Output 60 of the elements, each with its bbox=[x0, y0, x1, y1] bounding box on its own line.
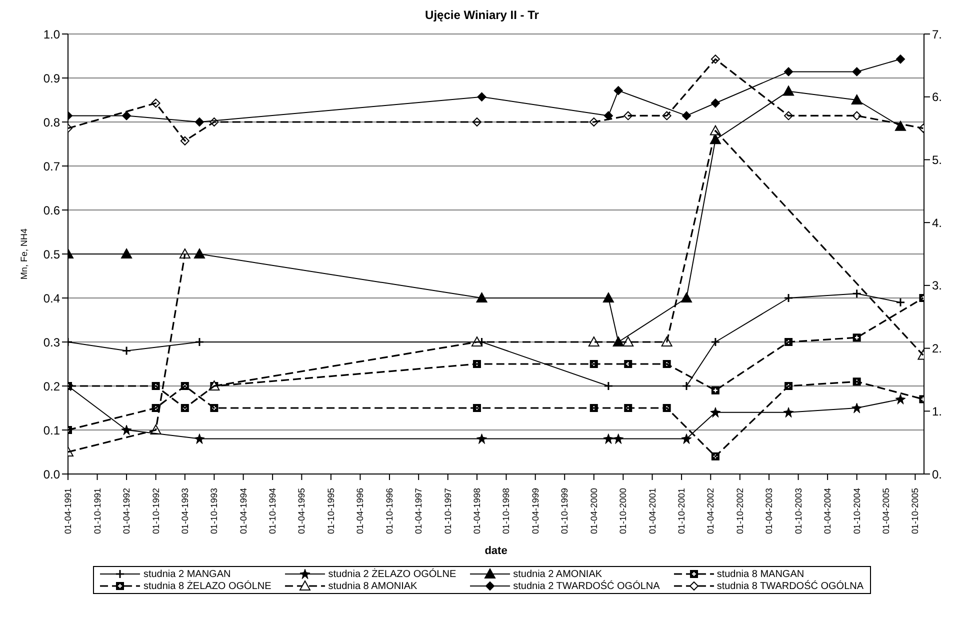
legend-label: studnia 2 AMONIAK bbox=[513, 568, 602, 580]
y-tick-label: 0.8 bbox=[43, 115, 60, 130]
y2-tick-label: 4. bbox=[932, 216, 942, 230]
x-tick-label: 01-04-1992 bbox=[122, 488, 132, 534]
x-tick-label: 01-10-1996 bbox=[384, 488, 394, 534]
y2-tick-label: 1. bbox=[932, 404, 942, 418]
y2-tick-label: 7. bbox=[932, 27, 942, 42]
x-tick-label: 01-04-2004 bbox=[822, 488, 833, 534]
x-tick-label: 01-10-2000 bbox=[618, 488, 628, 534]
x-tick-label: 01-10-1998 bbox=[501, 488, 512, 534]
legend-label: studnia 2 ŻELAZO OGÓLNE bbox=[328, 568, 456, 580]
x-tick-label: 01-10-2001 bbox=[676, 488, 687, 534]
x-tick-label: 01-04-1994 bbox=[238, 488, 248, 534]
legend-label: studnia 2 TWARDOŚĆ OGÓLNA bbox=[513, 580, 660, 592]
x-tick-label: 01-10-1991 bbox=[92, 488, 102, 534]
legend-label: studnia 8 AMONIAK bbox=[328, 580, 418, 592]
x-tick-label: 01-10-1999 bbox=[560, 488, 570, 534]
legend-label: studnia 8 TWARDOŚĆ OGÓLNA bbox=[716, 580, 864, 592]
y2-tick-label: 5. bbox=[932, 152, 942, 167]
x-tick-label: 01-04-2003 bbox=[764, 488, 774, 534]
y2-tick-label: 6. bbox=[932, 90, 942, 104]
x-axis-title: date bbox=[484, 545, 508, 557]
x-tick-label: 01-10-2004 bbox=[852, 488, 862, 534]
y-tick-label: 1.0 bbox=[43, 27, 60, 42]
x-tick-label: 01-04-2002 bbox=[706, 488, 716, 534]
x-tick-label: 01-04-1996 bbox=[355, 488, 366, 534]
x-tick-label: 01-04-2000 bbox=[588, 488, 599, 534]
x-tick-label: 01-10-1995 bbox=[326, 488, 336, 534]
x-tick-label: 01-10-1992 bbox=[150, 488, 161, 534]
y-tick-label: 0.2 bbox=[43, 379, 60, 394]
y-tick-label: 0.6 bbox=[43, 203, 60, 218]
x-tick-label: 01-04-1998 bbox=[472, 488, 482, 534]
x-tick-label: 01-04-2005 bbox=[880, 488, 891, 534]
y-tick-label: 0.4 bbox=[43, 291, 60, 306]
y2-tick-label: 0. bbox=[932, 467, 942, 482]
y-tick-label: 0.1 bbox=[43, 423, 60, 438]
x-tick-label: 01-04-1995 bbox=[296, 488, 307, 534]
x-tick-label: 01-10-1994 bbox=[268, 488, 278, 534]
y2-tick-label: 2. bbox=[932, 342, 942, 356]
y-tick-label: 0.5 bbox=[43, 247, 60, 262]
x-tick-label: 01-10-2005 bbox=[910, 488, 920, 534]
x-tick-label: 01-04-1991 bbox=[63, 488, 73, 534]
y-axis-title: Mn, Fe, NH4 bbox=[19, 228, 30, 280]
y-tick-label: 0.0 bbox=[43, 467, 60, 482]
x-tick-label: 01-10-1993 bbox=[209, 488, 220, 534]
x-tick-label: 01-04-1993 bbox=[180, 488, 190, 534]
legend-label: studnia 8 ŻELAZO OGÓLNE bbox=[143, 580, 272, 592]
x-tick-label: 01-04-1997 bbox=[414, 488, 424, 534]
x-tick-label: 01-04-2001 bbox=[647, 488, 658, 534]
legend-label: studnia 2 MANGAN bbox=[143, 568, 231, 580]
x-tick-label: 01-10-2002 bbox=[734, 488, 745, 534]
y-tick-label: 0.3 bbox=[43, 335, 60, 350]
y-tick-label: 0.7 bbox=[43, 159, 60, 174]
x-tick-label: 01-10-2003 bbox=[793, 488, 804, 534]
y2-tick-label: 3. bbox=[932, 278, 942, 293]
y-tick-label: 0.9 bbox=[43, 71, 60, 86]
chart-title: Ujęcie Winiary II - Tr bbox=[424, 8, 540, 22]
legend-label: studnia 8 MANGAN bbox=[716, 568, 804, 580]
x-tick-label: 01-10-1997 bbox=[442, 488, 453, 534]
x-tick-label: 01-04-1999 bbox=[530, 488, 540, 534]
